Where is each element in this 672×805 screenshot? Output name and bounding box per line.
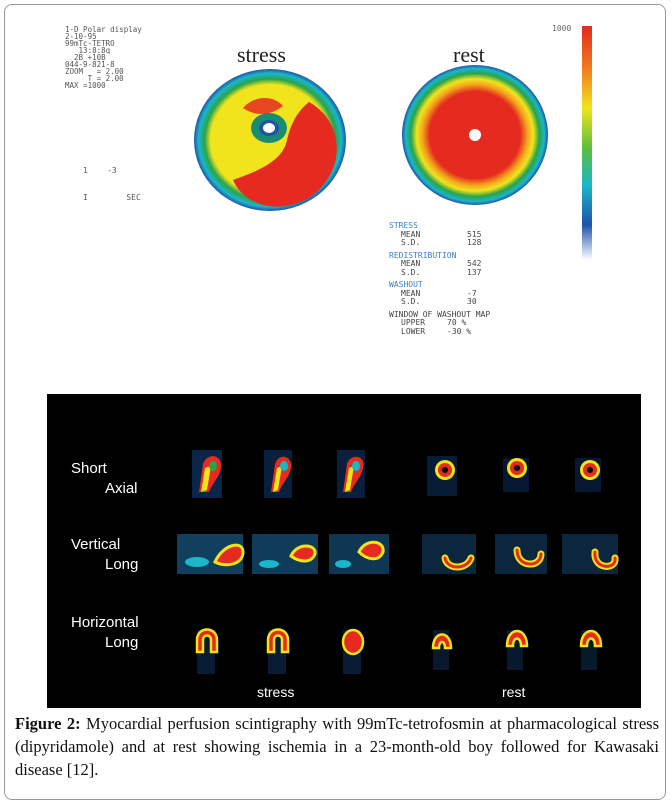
rest-polar-map [402, 65, 548, 205]
horizontal-long-rest-slices [431, 629, 603, 670]
header-line: 13:8:8q [65, 46, 111, 55]
row-label-horizontal-1: Horizontal [71, 614, 139, 631]
stress-sd-value: 128 [467, 238, 482, 247]
timer-readout: 1 -3 I SEC [83, 148, 141, 220]
upper-label: UPPER [401, 318, 426, 327]
caption-text: Myocardial perfusion scintigraphy with 9… [15, 714, 660, 779]
short-axial-stress-slices [192, 450, 365, 498]
spect-slices-panel: Short Axial Vertical Long Horizontal Lon… [47, 394, 641, 708]
rest-title: rest [453, 42, 485, 67]
short-axial-rest-slices [427, 456, 601, 496]
header-line: T = 2.00 [65, 74, 124, 83]
washout-sd-label: S.D. [401, 297, 421, 306]
washout-sd-value: 30 [467, 297, 477, 306]
washout-heading: WASHOUT [389, 280, 423, 289]
row-label-horizontal-2: Long [105, 634, 139, 651]
stress-title: stress [237, 42, 286, 67]
header-line: 044-9-821-8 [65, 60, 115, 69]
header-line: 2B +10B [65, 53, 106, 62]
stress-sd-label: S.D. [401, 238, 421, 247]
header-line: 99mTc-TETRO [65, 39, 115, 48]
row-label-vertical-2: Long [105, 556, 139, 573]
washout-mean-label: MEAN [401, 288, 421, 298]
upper-value: 70 % [447, 318, 467, 327]
spect-slices-svg [177, 450, 619, 674]
color-scale-bar [582, 26, 592, 260]
scale-max-label: 1000 [552, 24, 572, 33]
polar-map-panel: 1-D Polar display 2-10-95 99mTc-TETRO 13:8… [47, 22, 641, 394]
stress-footer-label: stress [257, 684, 295, 700]
vertical-long-stress-slices [177, 534, 389, 574]
lower-label: LOWER [401, 326, 426, 336]
header-line: ZOOM = 2.00 [65, 67, 124, 76]
redis-mean-label: MEAN [401, 259, 421, 268]
redis-sd-label: S.D. [401, 267, 421, 277]
stress-heading: STRESS [389, 221, 418, 230]
redistribution-heading: REDISTRIBUTION [389, 250, 457, 260]
header-line: 2-10-95 [65, 32, 97, 41]
row-label-vertical-1: Vertical [71, 536, 121, 553]
vertical-long-rest-slices [422, 534, 619, 574]
redis-mean-value: 542 [467, 259, 482, 268]
window-heading: WINDOW OF WASHOUT MAP [389, 309, 491, 319]
stress-mean-value: 515 [467, 229, 482, 239]
timer-line-2: I SEC [83, 193, 141, 202]
figure-frame [4, 4, 666, 800]
timer-line-1: 1 -3 [83, 166, 117, 175]
lower-value: -30 % [447, 326, 472, 336]
header-line: MAX =1000 [65, 81, 106, 90]
polar-maps-svg [194, 26, 592, 260]
washout-mean-value: -7 [467, 288, 477, 298]
stats-block: STRESS MEAN 515 S.D. 128 REDISTRIBUTION ME… [389, 221, 491, 336]
stress-mean-label: MEAN [401, 229, 421, 239]
row-label-short-2: Axial [105, 480, 138, 497]
figure-caption: Figure 2: Myocardial perfusion scintigra… [15, 712, 659, 781]
redis-sd-value: 137 [467, 267, 482, 277]
rest-footer-label: rest [502, 684, 526, 700]
figure-image: 1-D Polar display 2-10-95 99mTc-TETRO 13:8… [47, 22, 641, 708]
horizontal-long-stress-slices [195, 628, 365, 674]
acquisition-header: 1-D Polar display 2-10-95 99mTc-TETRO 13:8… [65, 25, 142, 90]
caption-label: Figure 2: [15, 714, 81, 733]
stress-polar-map [194, 69, 346, 211]
row-label-short-1: Short [71, 460, 107, 477]
header-line: 1-D Polar display [65, 25, 142, 34]
